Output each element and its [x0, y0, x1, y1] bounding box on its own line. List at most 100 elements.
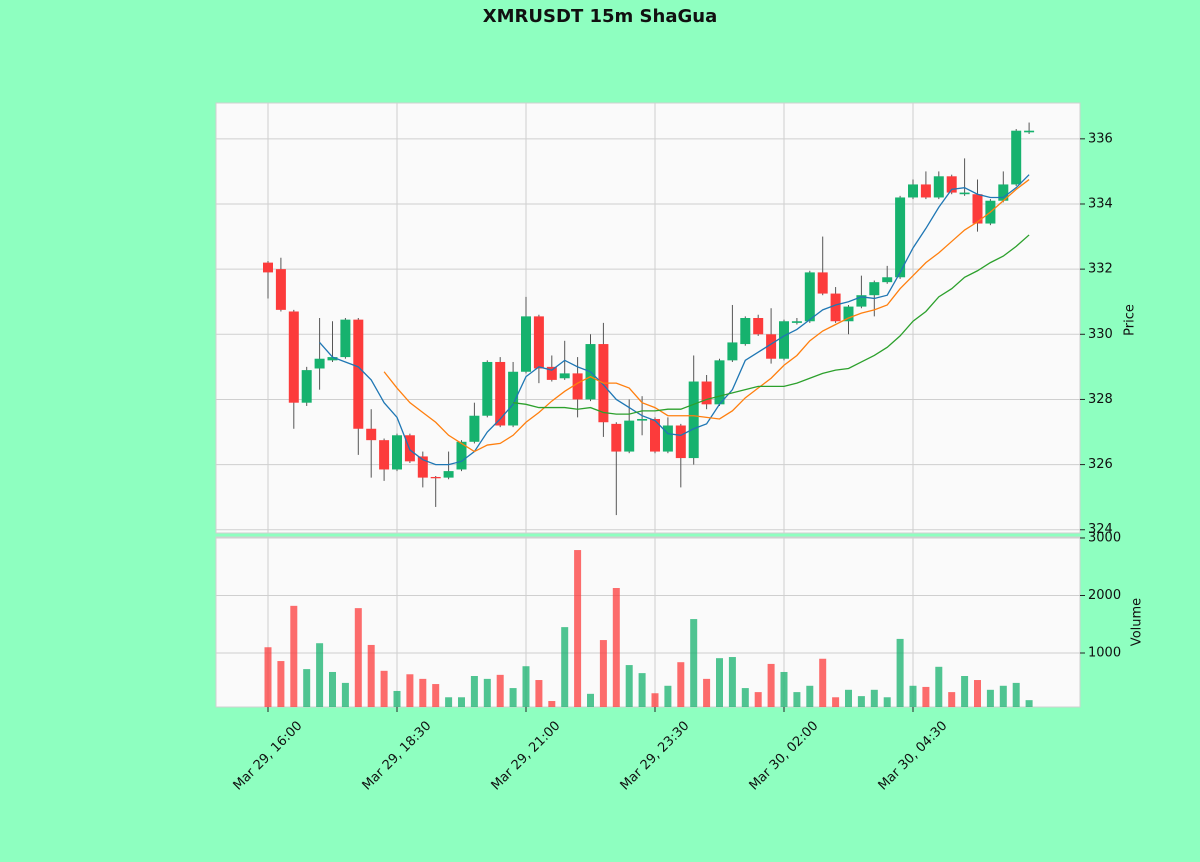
candle-body [895, 197, 906, 278]
volume-bar [380, 670, 388, 707]
volume-bar [574, 550, 582, 707]
y-tick-label: 328 [1088, 392, 1113, 407]
candle-body [817, 272, 828, 294]
candle-body [959, 192, 970, 195]
moving-average-line [383, 179, 1030, 453]
candle-body [379, 440, 390, 470]
x-tick-label: Mar 30, 02:00 [747, 719, 822, 794]
volume-bar [612, 588, 620, 707]
candle-body [869, 282, 880, 296]
candle-body [701, 381, 712, 405]
y-tick-label: 332 [1088, 262, 1113, 277]
candle-body [572, 373, 583, 400]
candle-body [779, 321, 789, 359]
candle-body [688, 381, 699, 459]
moving-average-line [319, 174, 1030, 466]
moving-average-line [513, 234, 1030, 415]
volume-bar [651, 693, 659, 707]
candle-body [675, 425, 686, 459]
price-axis-label: Price [1123, 304, 1138, 336]
candle-body [804, 272, 815, 322]
candle-body [843, 306, 854, 322]
y-tick-label: 326 [1088, 457, 1113, 472]
volume-bar [716, 658, 723, 707]
volume-bar [367, 644, 375, 707]
volume-bar [1012, 682, 1020, 707]
candle-body [521, 316, 531, 372]
volume-bar [432, 684, 440, 707]
volume-bar [948, 692, 956, 707]
candle-body [495, 361, 506, 426]
volume-bar [754, 692, 762, 707]
candle-body [972, 194, 983, 224]
volume-bar [845, 689, 852, 707]
y-tick-label: 324 [1088, 522, 1113, 537]
candle-body [830, 293, 841, 322]
volume-bar [986, 689, 994, 707]
volume-bar [496, 674, 504, 707]
volume-bar [277, 661, 285, 707]
volume-bar [767, 663, 775, 707]
candle-body [933, 176, 944, 198]
volume-bar [819, 658, 827, 707]
volume-bar [264, 647, 272, 707]
candle-body [327, 357, 338, 361]
volume-bar [974, 680, 981, 707]
volume-bar [741, 688, 749, 707]
candle-body [417, 456, 428, 478]
candle-body [908, 184, 918, 198]
volume-bar [638, 673, 646, 707]
volume-bar [793, 692, 801, 707]
candle-body [856, 295, 867, 307]
candle-body [288, 311, 299, 403]
candle-body [392, 435, 402, 470]
volume-axis-label: Volume [1130, 598, 1145, 646]
volume-bar [587, 693, 594, 707]
volume-bar [329, 671, 336, 707]
volume-bar [690, 619, 698, 707]
volume-bar [599, 640, 607, 707]
volume-bar [922, 686, 930, 707]
volume-bar [857, 696, 865, 707]
volume-bar [341, 682, 349, 707]
candle-body [882, 277, 893, 283]
candle-body [637, 418, 648, 421]
volume-bar [509, 688, 517, 707]
volume-panel [215, 536, 1081, 708]
candle-body [624, 420, 635, 452]
volume-bar [290, 605, 298, 707]
candle-body [366, 428, 377, 441]
volume-bar [806, 685, 814, 707]
volume-bar [961, 676, 969, 707]
x-tick-label: Mar 29, 21:00 [489, 719, 564, 794]
candle-body [546, 366, 557, 380]
volume-bar [458, 697, 465, 707]
x-tick-label: Mar 29, 16:00 [231, 719, 306, 794]
volume-bar [909, 685, 917, 707]
volume-bar [703, 678, 711, 707]
candle-body [559, 373, 570, 379]
volume-bar [870, 689, 878, 707]
volume-bar [470, 676, 478, 707]
volume-bar [935, 666, 943, 707]
volume-bar [883, 697, 891, 707]
volume-bar [999, 685, 1007, 707]
volume-bar [548, 701, 556, 707]
volume-bar [522, 666, 530, 707]
candle-body [508, 371, 519, 426]
candle-body [533, 316, 544, 369]
volume-bar [354, 608, 362, 707]
volume-bar [664, 685, 672, 707]
volume-bar [445, 697, 453, 707]
volume-bar [896, 638, 904, 707]
candle-body [456, 441, 467, 470]
chart-title: XMRUSDT 15m ShaGua [483, 6, 717, 27]
volume-bar [1025, 700, 1033, 707]
candle-body [275, 269, 286, 310]
volume-bar [625, 665, 633, 707]
volume-bar [303, 669, 311, 707]
candle-body [714, 360, 725, 405]
candle-body [650, 418, 660, 452]
candle-body [314, 358, 325, 369]
